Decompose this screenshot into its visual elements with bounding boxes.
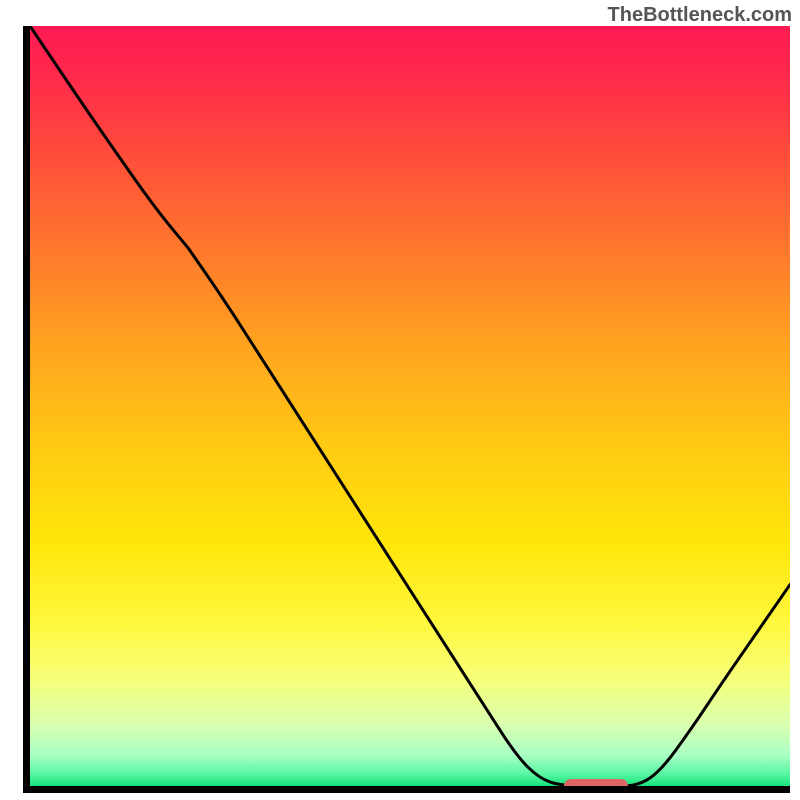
y-axis [23, 26, 30, 793]
curve-svg [30, 26, 790, 786]
bottleneck-curve [30, 26, 790, 786]
plot-area [30, 26, 790, 786]
watermark-text: TheBottleneck.com [608, 4, 792, 27]
chart-container: TheBottleneck.com [0, 0, 800, 800]
x-axis [23, 786, 790, 793]
